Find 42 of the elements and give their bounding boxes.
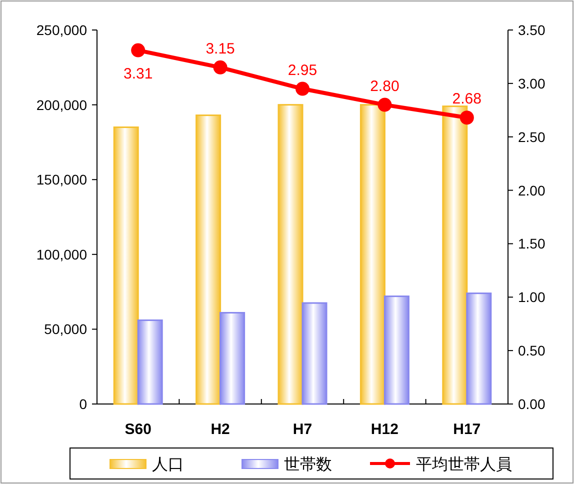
data-label: 3.15 — [206, 40, 235, 58]
y2-tick-label: 3.00 — [518, 75, 546, 92]
y-tick-label: 250,000 — [36, 22, 88, 38]
bar — [442, 106, 468, 405]
x-tick-label: S60 — [124, 421, 152, 438]
bar — [360, 104, 386, 405]
y2-tick-label: 0.50 — [518, 342, 546, 359]
y-tick-label: 0 — [79, 396, 88, 412]
y-tick-label: 200,000 — [36, 96, 88, 113]
bar — [384, 296, 410, 405]
bar — [196, 114, 222, 405]
x-tick-label: H2 — [210, 421, 230, 438]
x-tick-label: H12 — [370, 421, 398, 438]
data-label: 2.68 — [452, 90, 482, 108]
point — [460, 110, 474, 125]
y2-tick-label: 3.50 — [518, 22, 546, 38]
legend-label: 人口 — [152, 456, 184, 474]
y-tick-label: 100,000 — [36, 246, 88, 262]
y2-tick-label: 1.50 — [518, 236, 546, 252]
data-label: 3.31 — [124, 65, 153, 82]
y-tick-label: 150,000 — [36, 172, 88, 188]
point — [378, 98, 392, 112]
y2-tick-label: 2.50 — [518, 128, 546, 145]
bar — [302, 302, 328, 405]
data-label: 2.95 — [288, 62, 318, 79]
y2-tick-label: 2.00 — [518, 182, 546, 198]
legend-label: 世帯数 — [284, 456, 332, 474]
point — [131, 43, 146, 58]
legend-label: 平均世帯人員 — [416, 456, 512, 474]
bar — [137, 319, 163, 405]
point — [296, 82, 310, 96]
x-tick-label: H17 — [453, 421, 481, 438]
y2-tick-label: 1.00 — [518, 289, 546, 306]
bar — [278, 104, 304, 405]
y2-tick-label: 0.00 — [518, 396, 546, 412]
bar — [466, 292, 492, 405]
bar — [113, 126, 139, 405]
data-label: 2.80 — [370, 78, 400, 95]
x-tick-label: H7 — [292, 421, 312, 438]
point — [213, 60, 228, 74]
y-tick-label: 50,000 — [44, 321, 88, 338]
bar — [220, 312, 246, 405]
